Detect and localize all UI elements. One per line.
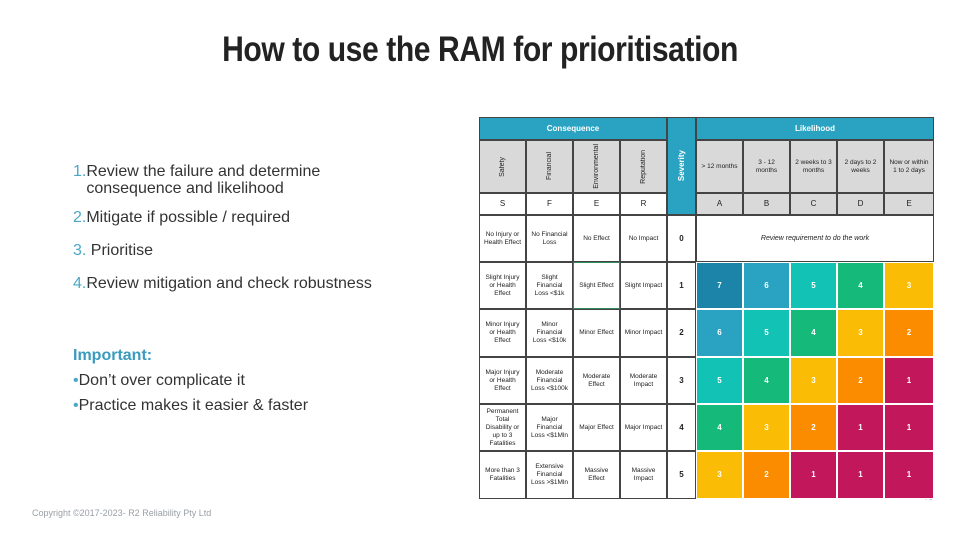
risk-rank-cell: 1 bbox=[884, 451, 934, 499]
risk-rank-cell: 3 bbox=[837, 309, 884, 357]
consequence-cell: Slight Injury or Health Effect bbox=[479, 262, 526, 309]
severity-header: Severity bbox=[667, 117, 696, 215]
likelihood-column-header: 3 - 12 months bbox=[743, 140, 790, 193]
severity-number: 4 bbox=[667, 404, 696, 451]
likelihood-letter: D bbox=[837, 193, 884, 215]
consequence-cell: No Effect bbox=[573, 215, 620, 262]
consequence-letter: F bbox=[526, 193, 573, 215]
important-label: Important: bbox=[73, 347, 153, 364]
likelihood-column-header: 2 weeks to 3 months bbox=[790, 140, 837, 193]
risk-rank-cell: 4 bbox=[790, 309, 837, 357]
risk-rank-cell: 4 bbox=[837, 262, 884, 309]
consequence-cell: Slight Effect bbox=[573, 262, 620, 309]
consequence-column-header: Reputation bbox=[620, 140, 667, 193]
consequence-cell: Slight Financial Loss <$1k bbox=[526, 262, 573, 309]
consequence-column-header: Financial bbox=[526, 140, 573, 193]
consequence-cell: Moderate Financial Loss <$100k bbox=[526, 357, 573, 404]
consequence-letter: R bbox=[620, 193, 667, 215]
bullet-dot: • bbox=[73, 372, 79, 389]
slide-title: How to use the RAM for prioritisation bbox=[222, 30, 738, 69]
likelihood-column-header: > 12 months bbox=[696, 140, 743, 193]
consequence-column-header: Safety bbox=[479, 140, 526, 193]
risk-rank-cell: 3 bbox=[696, 451, 743, 499]
consequence-letter: E bbox=[573, 193, 620, 215]
risk-assessment-matrix: Consequence Severity Likelihood Safety S Fina… bbox=[479, 117, 934, 499]
consequence-cell: Major Effect bbox=[573, 404, 620, 451]
consequence-cell: Minor Effect bbox=[573, 309, 620, 357]
likelihood-letter: A bbox=[696, 193, 743, 215]
risk-rank-cell: 4 bbox=[696, 404, 743, 451]
severity-number: 5 bbox=[667, 451, 696, 499]
consequence-header: Consequence bbox=[479, 117, 667, 140]
consequence-cell: Massive Effect bbox=[573, 451, 620, 499]
likelihood-header: Likelihood bbox=[696, 117, 934, 140]
consequence-cell: No Financial Loss bbox=[526, 215, 573, 262]
bullet-item: •Don’t over complicate it bbox=[73, 372, 245, 389]
consequence-cell: Minor Injury or Health Effect bbox=[479, 309, 526, 357]
severity-number: 1 bbox=[667, 262, 696, 309]
step-item: 2.Mitigate if possible / required bbox=[73, 209, 290, 226]
risk-rank-cell: 6 bbox=[696, 309, 743, 357]
consequence-cell: Minor Financial Loss <$10k bbox=[526, 309, 573, 357]
step-item: 4.Review mitigation and check robustness bbox=[73, 275, 372, 292]
severity-number: 2 bbox=[667, 309, 696, 357]
risk-rank-cell: 3 bbox=[743, 404, 790, 451]
step-item: 3. Prioritise bbox=[73, 242, 154, 259]
risk-rank-cell: 5 bbox=[696, 357, 743, 404]
risk-rank-cell: 5 bbox=[790, 262, 837, 309]
consequence-column-header: Environmental bbox=[573, 140, 620, 193]
risk-rank-cell: 1 bbox=[837, 451, 884, 499]
risk-rank-cell: 1 bbox=[884, 404, 934, 451]
consequence-cell: Moderate Effect bbox=[573, 357, 620, 404]
steps-list: 1.Review the failure and determine conse… bbox=[73, 163, 433, 292]
consequence-cell: Minor Impact bbox=[620, 309, 667, 357]
review-requirement: Review requirement to do the work bbox=[696, 215, 934, 262]
severity-number: 3 bbox=[667, 357, 696, 404]
consequence-cell: Permanent Total Disability or up to 3 Fa… bbox=[479, 404, 526, 451]
risk-rank-cell: 7 bbox=[696, 262, 743, 309]
risk-rank-cell: 1 bbox=[837, 404, 884, 451]
consequence-cell: More than 3 Fatalities bbox=[479, 451, 526, 499]
consequence-cell: No Impact bbox=[620, 215, 667, 262]
severity-number: 0 bbox=[667, 215, 696, 262]
likelihood-column-header: 2 days to 2 weeks bbox=[837, 140, 884, 193]
risk-rank-cell: 1 bbox=[790, 451, 837, 499]
step-item: 1.Review the failure and determine conse… bbox=[73, 163, 321, 197]
likelihood-column-header: Now or within 1 to 2 days bbox=[884, 140, 934, 193]
copyright-text: Copyright ©2017-2023- R2 Reliability Pty… bbox=[32, 508, 212, 518]
consequence-cell: Major Financial Loss <$1Mln bbox=[526, 404, 573, 451]
consequence-cell: Extensive Financial Loss >$1Mln bbox=[526, 451, 573, 499]
consequence-cell: Major Injury or Health Effect bbox=[479, 357, 526, 404]
bullet-dot: • bbox=[73, 397, 79, 414]
likelihood-letter: B bbox=[743, 193, 790, 215]
risk-rank-cell: 3 bbox=[790, 357, 837, 404]
consequence-cell: Slight Impact bbox=[620, 262, 667, 309]
risk-rank-cell: 2 bbox=[837, 357, 884, 404]
likelihood-letter: E bbox=[884, 193, 934, 215]
risk-rank-cell: 2 bbox=[790, 404, 837, 451]
important-bullets: •Don’t over complicate it •Practice make… bbox=[73, 372, 308, 422]
risk-rank-cell: 6 bbox=[743, 262, 790, 309]
risk-rank-cell: 5 bbox=[743, 309, 790, 357]
consequence-cell: Major Impact bbox=[620, 404, 667, 451]
consequence-cell: No Injury or Health Effect bbox=[479, 215, 526, 262]
consequence-letter: S bbox=[479, 193, 526, 215]
risk-rank-cell: 1 bbox=[884, 357, 934, 404]
consequence-cell: Moderate Impact bbox=[620, 357, 667, 404]
bullet-item: •Practice makes it easier & faster bbox=[73, 397, 309, 414]
risk-rank-cell: 3 bbox=[884, 262, 934, 309]
risk-rank-cell: 2 bbox=[884, 309, 934, 357]
consequence-cell: Massive Impact bbox=[620, 451, 667, 499]
risk-rank-cell: 2 bbox=[743, 451, 790, 499]
likelihood-letter: C bbox=[790, 193, 837, 215]
risk-rank-cell: 4 bbox=[743, 357, 790, 404]
